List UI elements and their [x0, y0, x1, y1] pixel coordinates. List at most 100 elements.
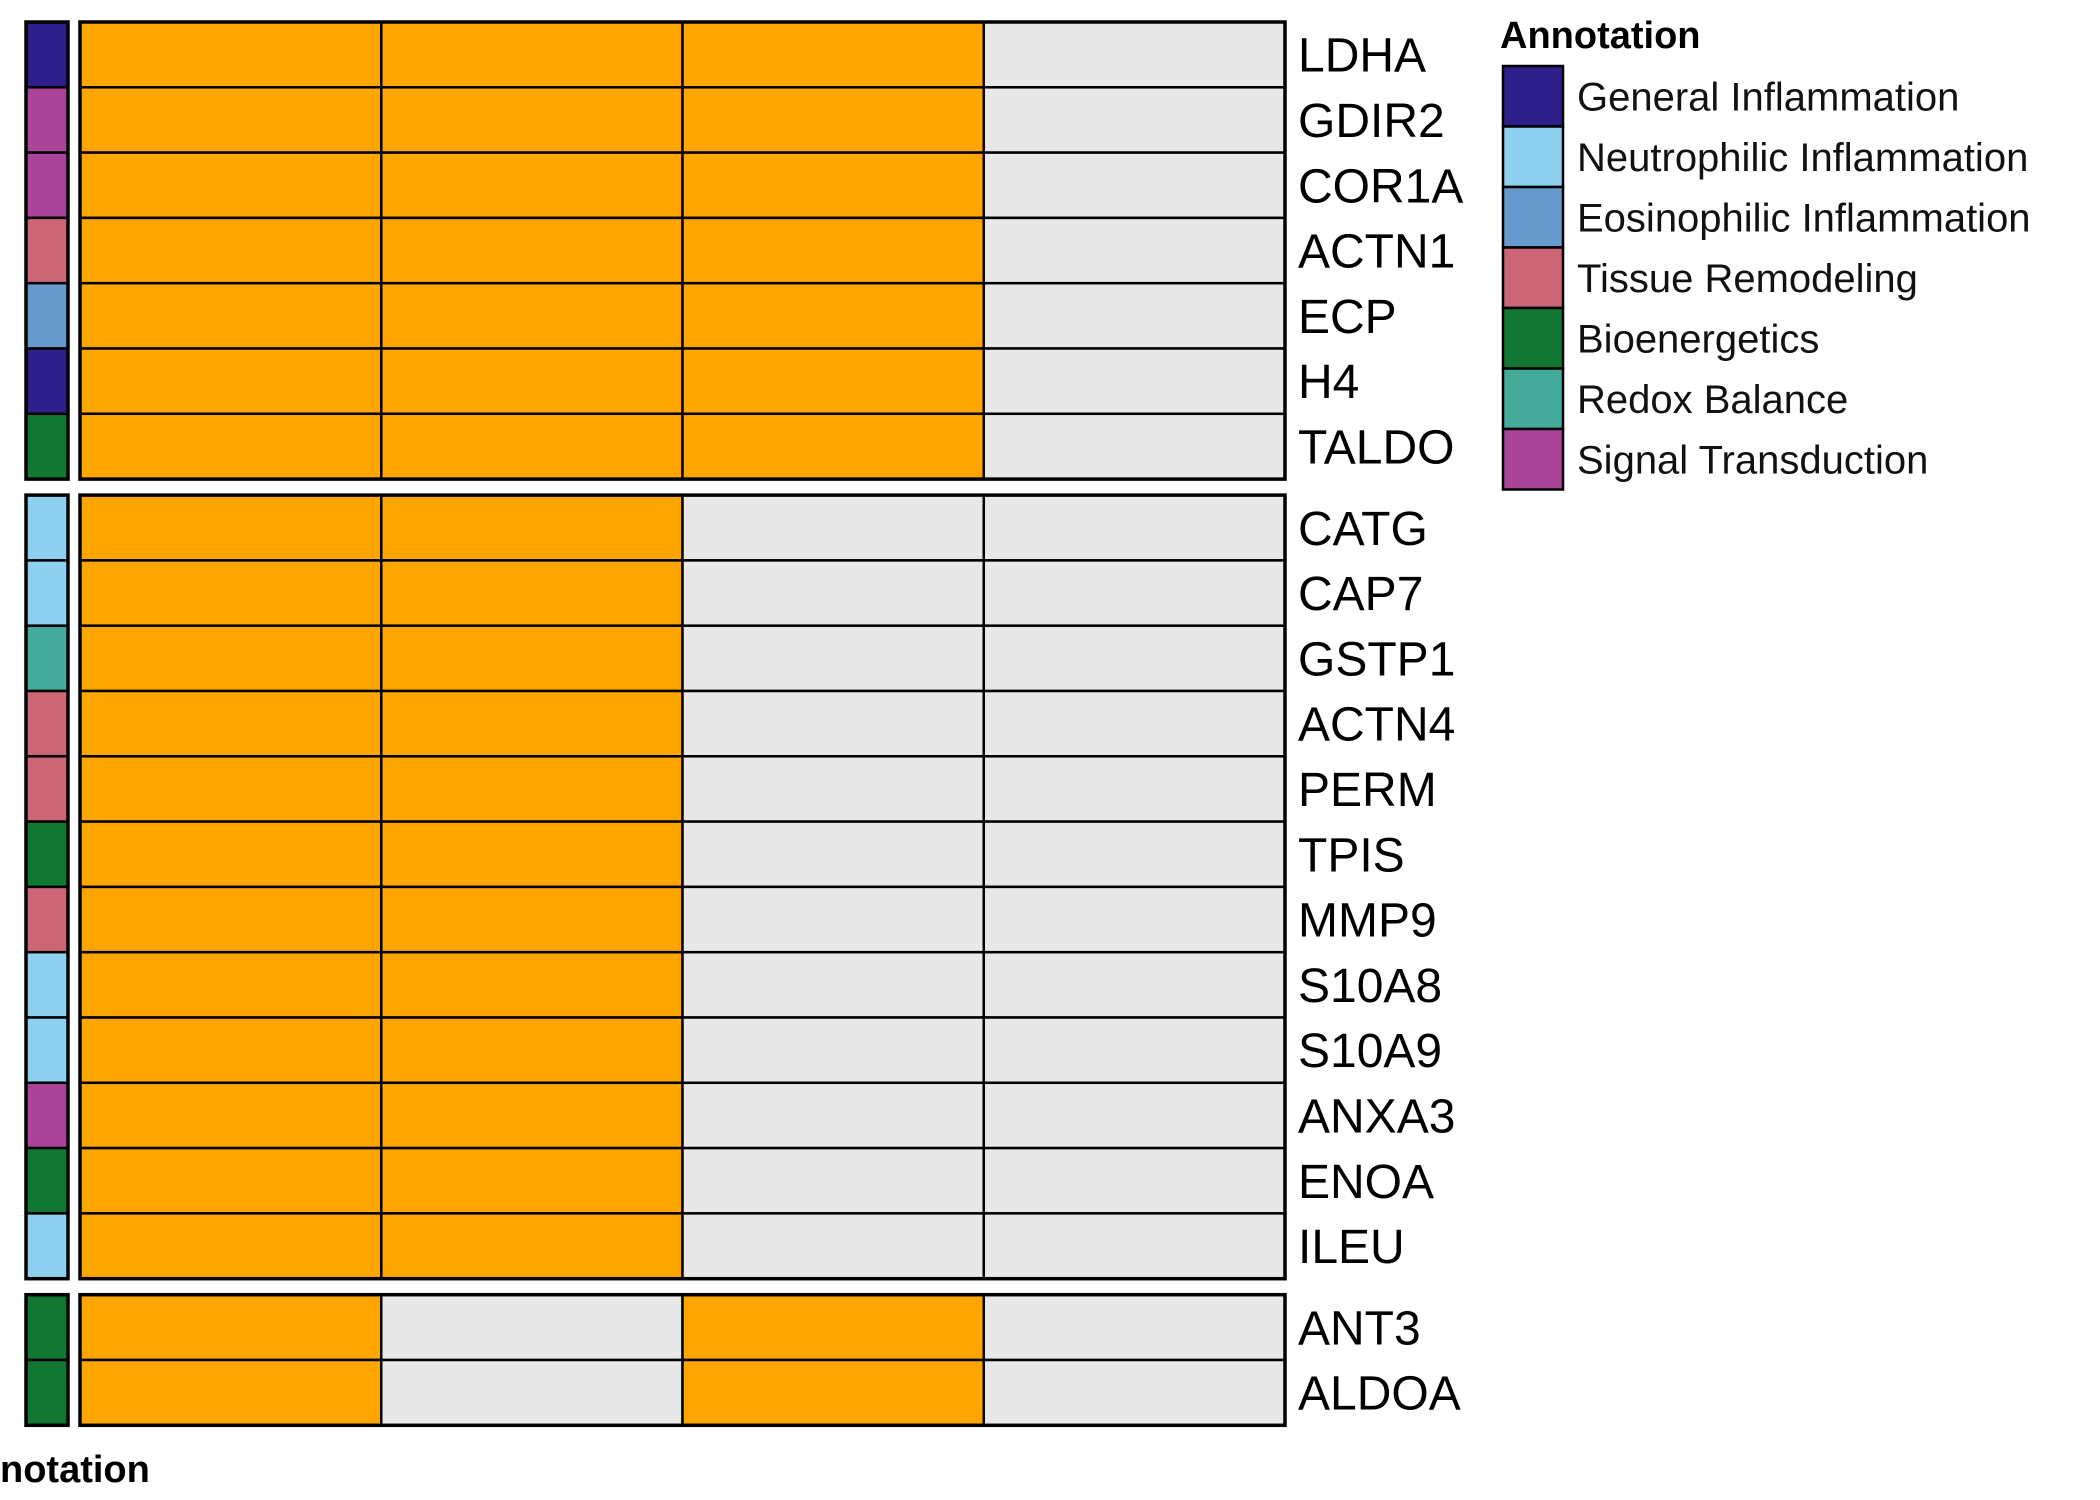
heatmap-cell-h4-3 — [681, 347, 985, 416]
annotation-cell-s10a8 — [24, 950, 70, 1019]
heatmap-cell-cor1a-4 — [982, 151, 1287, 220]
legend-swatch-eosinophilic-inflammation — [1501, 185, 1565, 249]
heatmap-cell-s10a8-1 — [78, 950, 383, 1019]
gene-label-mmp9: MMP9 — [1298, 895, 1437, 948]
annotation-cell-mmp9 — [24, 885, 70, 954]
heatmap-cell-catg-1 — [78, 493, 383, 562]
heatmap-cell-enoa-4 — [982, 1146, 1287, 1215]
heatmap-cell-enoa-3 — [681, 1146, 985, 1215]
heatmap-cell-catg-2 — [380, 493, 684, 562]
heatmap-cell-catg-3 — [681, 493, 985, 562]
annotation-cell-taldo — [24, 412, 70, 481]
annotation-cell-tpis — [24, 820, 70, 889]
gene-label-gstp1: GSTP1 — [1298, 633, 1455, 686]
heatmap-cell-ant3-4 — [982, 1293, 1287, 1362]
legend-swatch-tissue-remodeling — [1501, 246, 1565, 310]
legend-label-signal-transduction: Signal Transduction — [1577, 438, 1928, 482]
heatmap-cell-perm-3 — [681, 755, 985, 823]
heatmap-cell-h4-1 — [78, 347, 383, 416]
heatmap-cell-ant3-1 — [78, 1293, 383, 1362]
heatmap-cell-actn1-3 — [681, 216, 985, 285]
heatmap-cell-ldha-2 — [380, 20, 684, 89]
heatmap-cell-gstp1-1 — [78, 624, 383, 693]
annotation-cell-s10a9 — [24, 1016, 70, 1085]
annotation-cell-enoa — [24, 1146, 70, 1215]
gene-label-catg: CATG — [1298, 503, 1428, 556]
gene-label-taldo: TALDO — [1298, 421, 1454, 474]
heatmap-cell-ant3-3 — [681, 1293, 985, 1362]
gene-label-ldha: LDHA — [1298, 30, 1426, 83]
heatmap-cell-mmp9-3 — [681, 885, 985, 954]
heatmap-cell-perm-4 — [982, 755, 1287, 823]
heatmap-cell-mmp9-4 — [982, 885, 1287, 954]
annotation-cell-cor1a — [24, 151, 70, 220]
heatmap-cell-catg-4 — [982, 493, 1287, 562]
heatmap-cell-cor1a-3 — [681, 151, 985, 220]
heatmap-cell-gstp1-2 — [380, 624, 684, 693]
heatmap-cell-perm-1 — [78, 755, 383, 823]
annotation-cell-catg — [24, 493, 70, 562]
heatmap-cell-cap7-4 — [982, 559, 1287, 627]
heatmap-cell-gdir2-2 — [380, 86, 684, 154]
heatmap-cell-perm-2 — [380, 755, 684, 823]
heatmap-cell-anxa3-2 — [380, 1081, 684, 1150]
annotation-cell-h4 — [24, 347, 70, 416]
heatmap-cell-gstp1-3 — [681, 624, 985, 693]
heatmap-cell-ileu-2 — [380, 1212, 684, 1280]
heatmap-cell-ant3-2 — [380, 1293, 684, 1362]
heatmap-cell-ileu-4 — [982, 1212, 1287, 1280]
gene-label-actn4: ACTN4 — [1298, 699, 1455, 752]
heatmap-cell-taldo-1 — [78, 412, 383, 481]
legend-swatch-signal-transduction — [1501, 427, 1565, 491]
heatmap-cell-taldo-3 — [681, 412, 985, 481]
heatmap-cell-tpis-4 — [982, 820, 1287, 889]
legend: Annotation General Inflammation Neutrophi… — [1500, 15, 2031, 491]
gene-labels: LDHA GDIR2 COR1A ACTN1 ECP H4 TALDO CATG CAP7 GST… — [1298, 30, 1463, 1421]
heatmap-group-border-1 — [78, 20, 1287, 481]
legend-label-eosinophilic-inflammation: Eosinophilic Inflammation — [1577, 196, 2031, 240]
legend-swatch-redox-balance — [1501, 367, 1565, 431]
heatmap-cell-cor1a-2 — [380, 151, 684, 220]
gene-label-actn1: ACTN1 — [1298, 226, 1455, 279]
heatmap-cell-ldha-3 — [681, 20, 985, 89]
gene-label-gdir2: GDIR2 — [1298, 95, 1445, 148]
heatmap-cell-s10a8-4 — [982, 950, 1287, 1019]
heatmap-cell-aldoa-1 — [78, 1358, 383, 1427]
gene-label-perm: PERM — [1298, 764, 1437, 817]
legend-swatch-general-inflammation — [1501, 64, 1565, 128]
annotation-cell-aldoa — [24, 1358, 70, 1427]
heatmap-cell-s10a9-3 — [681, 1016, 985, 1085]
legend-label-general-inflammation: General Inflammation — [1577, 75, 1959, 119]
heatmap-cell-ileu-3 — [681, 1212, 985, 1280]
heatmap-cell-taldo-4 — [982, 412, 1287, 481]
heatmap-cell-gdir2-3 — [681, 86, 985, 154]
heatmap-cell-cap7-2 — [380, 559, 684, 627]
heatmap-cell-actn4-1 — [78, 689, 383, 758]
legend-title: Annotation — [1500, 15, 1701, 57]
annotation-cell-anxa3 — [24, 1081, 70, 1150]
legend-swatch-neutrophilic-inflammation — [1501, 125, 1565, 189]
legend-label-redox-balance: Redox Balance — [1577, 378, 1848, 422]
heatmap-cell-s10a8-2 — [380, 950, 684, 1019]
heatmap-cell-anxa3-3 — [681, 1081, 985, 1150]
gene-label-ant3: ANT3 — [1298, 1302, 1421, 1355]
gene-label-cap7: CAP7 — [1298, 568, 1423, 621]
gene-label-aldoa: ALDOA — [1298, 1368, 1461, 1421]
heatmap-cells — [78, 20, 1287, 1428]
heatmap-cell-actn4-3 — [681, 689, 985, 758]
annotation-cell-ecp — [24, 281, 70, 350]
annotation-cell-actn4 — [24, 689, 70, 758]
annotation-cell-actn1 — [24, 216, 70, 285]
annotation-group-border-2 — [24, 493, 70, 1281]
heatmap-cell-actn1-1 — [78, 216, 383, 285]
heatmap-cell-ecp-2 — [380, 281, 684, 350]
heatmap-cell-tpis-1 — [78, 820, 383, 889]
annotation-cell-gstp1 — [24, 624, 70, 693]
heatmap-cell-enoa-2 — [380, 1146, 684, 1215]
heatmap-cell-s10a9-1 — [78, 1016, 383, 1085]
legend-swatch-bioenergetics — [1501, 306, 1565, 370]
heatmap-cell-mmp9-2 — [380, 885, 684, 954]
gene-label-cor1a: COR1A — [1298, 160, 1463, 213]
gene-label-ileu: ILEU — [1298, 1221, 1405, 1274]
annotation-group-border-1 — [24, 20, 70, 481]
